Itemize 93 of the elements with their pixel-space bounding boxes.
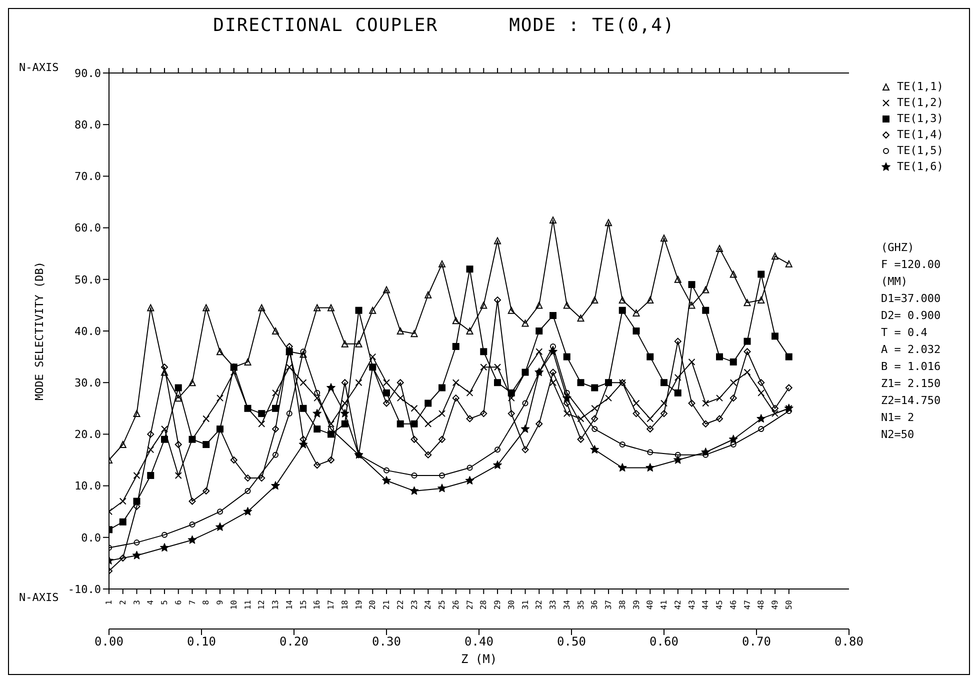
x2-tick-label: 3 — [132, 600, 142, 605]
x-tick-label: 0.00 — [94, 634, 124, 649]
x2-tick-label: 21 — [382, 600, 392, 610]
x2-tick-label: 29 — [493, 600, 502, 610]
y-axis-title: MODE SELECTIVITY (DB) — [32, 261, 46, 401]
x2-tick-label: 50 — [784, 600, 794, 610]
x2-tick-label: 37 — [604, 600, 614, 610]
x-tick-label: 0.80 — [834, 634, 864, 649]
x2-tick-label: 39 — [632, 600, 641, 610]
x2-tick-label: 11 — [243, 600, 252, 610]
x2-tick-label: 46 — [728, 600, 738, 610]
x2-axis-title: N-AXIS — [19, 60, 59, 74]
x2-tick-label: 40 — [646, 600, 655, 610]
legend-label: TE(1,3) — [897, 111, 944, 127]
x2-tick-label: 47 — [742, 600, 752, 610]
legend-label: TE(1,1) — [897, 79, 944, 95]
x-axis-title: Z (M) — [460, 652, 498, 666]
y-tick-label: 80.0 — [74, 118, 101, 132]
text: Z2=14.750 — [881, 393, 941, 409]
x2-tick-label: 16 — [312, 600, 322, 610]
legend-label: TE(1,2) — [897, 95, 944, 111]
x2-tick-label: 9 — [216, 600, 225, 605]
text: N1= 2 — [881, 410, 916, 426]
x2-tick-label: 44 — [701, 600, 710, 610]
x-tick-label: 0.10 — [187, 634, 216, 649]
text: N2=50 — [881, 427, 916, 443]
x-tick-label: 0.70 — [742, 634, 771, 649]
text: N-AXIS — [19, 590, 59, 604]
x2-tick-label: 26 — [451, 600, 460, 610]
y-tick-label: 50.0 — [74, 273, 101, 286]
x2-tick-label: 17 — [326, 600, 336, 610]
x2-tick-label: 8 — [202, 600, 211, 605]
chart-title: DIRECTIONAL COUPLER MODE : TE(0,4) — [212, 15, 676, 36]
y-tick-label: 70.0 — [74, 170, 101, 184]
x2-tick-label: 2 — [118, 600, 128, 605]
x2-tick-label: 4 — [146, 600, 156, 605]
y-tick-label: -10.0 — [68, 582, 101, 596]
x-tick-label: 0.60 — [650, 634, 678, 649]
x2-tick-label: 10 — [229, 600, 238, 610]
x2-tick-label: 34 — [562, 600, 572, 610]
x-tick-label: 0.20 — [280, 634, 308, 649]
x2-tick-label: 28 — [479, 600, 488, 610]
legend-label: TE(1,5) — [897, 143, 944, 159]
text: Z1= 2.150 — [881, 376, 941, 392]
x2-tick-label: 31 — [520, 600, 530, 610]
x-tick-label: 0.50 — [557, 634, 586, 649]
x2-tick-label: 27 — [465, 600, 474, 610]
x2-tick-label: 42 — [673, 600, 682, 610]
text: F =120.00 — [881, 257, 941, 273]
y-tick-label: 30.0 — [74, 376, 101, 390]
x2-tick-label: 45 — [715, 600, 724, 610]
x2-tick-label: 35 — [576, 600, 586, 610]
x2-tick-label: 32 — [534, 600, 544, 610]
text: (MM) — [881, 274, 908, 290]
text: B = 1.016 — [881, 359, 941, 375]
x2-tick-label: 22 — [396, 600, 405, 610]
y-tick-label: 60.0 — [74, 222, 101, 235]
x2-tick-label: 43 — [687, 600, 696, 610]
x2-tick-label: 12 — [257, 600, 266, 610]
x-tick-label: 0.30 — [372, 634, 401, 649]
y-tick-label: 40.0 — [74, 324, 101, 338]
x2-tick-label: 30 — [506, 600, 516, 610]
x2-tick-label: 24 — [424, 600, 433, 610]
x2-tick-label: 15 — [298, 600, 308, 610]
x2-tick-label: 14 — [284, 600, 294, 610]
x2-tick-label: 36 — [590, 600, 600, 610]
y-tick-label: 20.0 — [74, 428, 101, 442]
y-tick-label: 10.0 — [74, 480, 101, 493]
x2-tick-label: 19 — [354, 600, 364, 610]
x2-tick-label: 38 — [618, 600, 627, 610]
x2-tick-label: 7 — [188, 600, 197, 605]
legend-label: TE(1,6) — [897, 159, 944, 175]
x2-tick-label: 1 — [104, 600, 114, 605]
x2-tick-label: 33 — [548, 600, 558, 610]
x2-tick-label: 41 — [660, 600, 669, 610]
x2-tick-label: 18 — [340, 600, 350, 610]
legend-label: TE(1,4) — [897, 127, 944, 143]
x2-tick-label: 48 — [756, 600, 766, 610]
y-tick-label: 0.0 — [81, 531, 101, 544]
x2-tick-label: 20 — [368, 600, 378, 610]
x2-tick-label: 5 — [160, 600, 170, 605]
text: D2= 0.900 — [881, 308, 941, 324]
text: D1=37.000 — [881, 291, 941, 307]
x2-tick-label: 49 — [770, 600, 780, 610]
x2-tick-label: 6 — [174, 600, 183, 605]
x2-tick-label: 13 — [271, 600, 280, 610]
text: T = 0.4 — [881, 325, 928, 341]
y-tick-label: 90.0 — [74, 66, 101, 80]
x2-tick-label: 25 — [438, 600, 447, 610]
x2-tick-label: 23 — [410, 600, 419, 610]
text: A = 2.032 — [881, 342, 941, 358]
text: (GHZ) — [881, 240, 916, 256]
x-tick-label: 0.40 — [464, 634, 494, 649]
